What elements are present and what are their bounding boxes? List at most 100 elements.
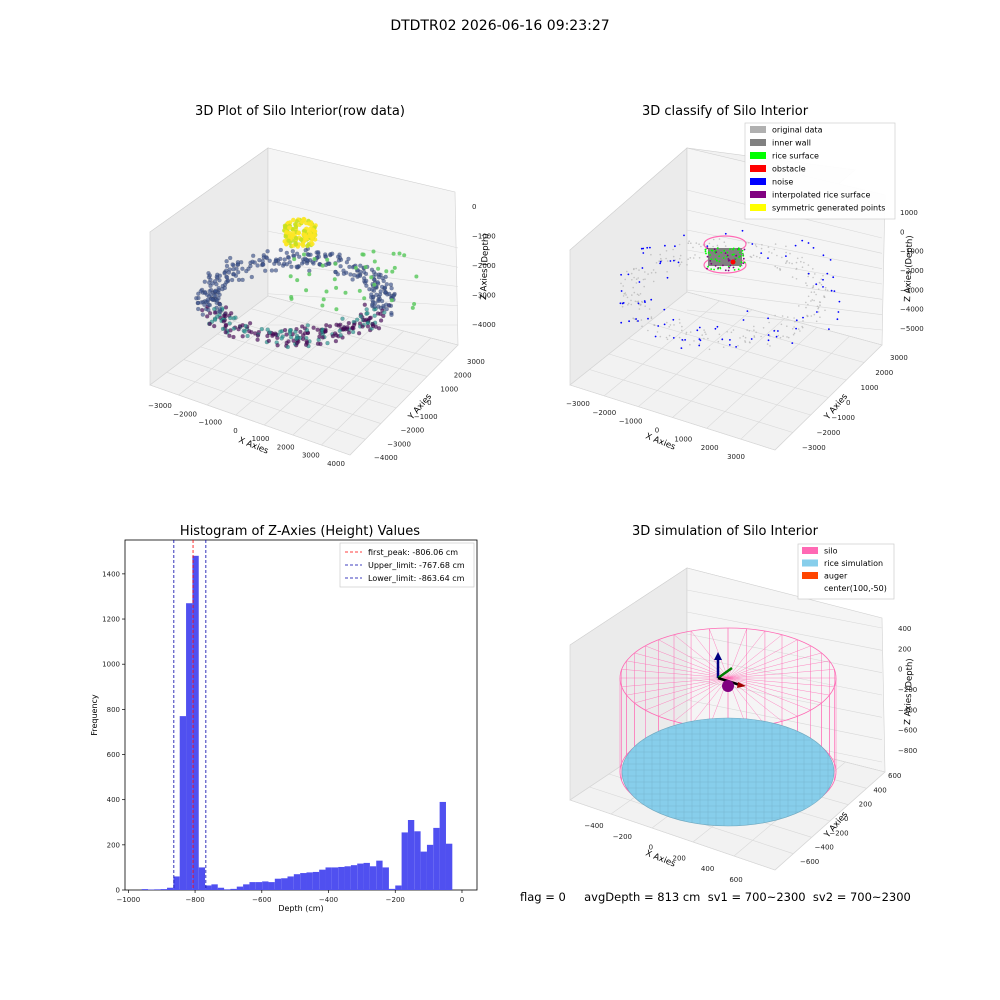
chart2-point bbox=[717, 340, 720, 343]
chart3-ylabel: Frequency bbox=[90, 694, 99, 736]
chart2-point bbox=[737, 344, 739, 347]
chart2-point bbox=[633, 318, 635, 320]
chart2-point bbox=[659, 253, 661, 256]
chart2-point bbox=[794, 244, 797, 247]
chart2-point bbox=[646, 246, 649, 249]
chart3-bar bbox=[369, 866, 377, 890]
chart1-point bbox=[333, 270, 338, 275]
chart2-point bbox=[760, 252, 763, 255]
chart2-point bbox=[650, 317, 653, 320]
chart2-point bbox=[622, 295, 625, 297]
chart2-point bbox=[652, 280, 655, 283]
chart1-point bbox=[307, 272, 312, 277]
chart4-z-tick-label: 0 bbox=[898, 666, 902, 674]
chart1-gridline bbox=[251, 308, 443, 362]
chart1-point bbox=[294, 219, 299, 224]
chart2-point bbox=[785, 261, 788, 263]
chart2-point bbox=[664, 244, 666, 247]
chart1-point bbox=[311, 325, 316, 330]
chart2-point bbox=[820, 283, 823, 286]
chart1-gridline bbox=[264, 323, 377, 426]
chart1-point bbox=[397, 251, 402, 256]
chart1-point bbox=[207, 273, 212, 278]
chart2-point bbox=[776, 267, 779, 269]
chart2-point bbox=[830, 289, 833, 292]
chart2-point bbox=[767, 334, 770, 336]
chart4-legend-swatch bbox=[802, 572, 818, 579]
chart2-point bbox=[777, 334, 780, 337]
chart2-point bbox=[807, 264, 810, 266]
chart2-gridline bbox=[686, 269, 883, 300]
chart1-point bbox=[230, 277, 235, 283]
chart2-point bbox=[713, 268, 715, 271]
chart2-point bbox=[795, 261, 798, 264]
chart2-y-tick-label: 2000 bbox=[875, 369, 893, 377]
chart1-point bbox=[300, 243, 306, 248]
chart1-point bbox=[286, 339, 291, 344]
chart4-silo-wire bbox=[727, 639, 798, 679]
chart1-point bbox=[216, 286, 221, 291]
chart2-point bbox=[707, 252, 710, 254]
chart2-point bbox=[638, 281, 641, 283]
chart2-point bbox=[679, 254, 682, 257]
chart2-point bbox=[673, 324, 675, 326]
chart2-point bbox=[789, 252, 791, 255]
figure-suptitle: DTDTR02 2026-06-16 09:23:27 bbox=[390, 18, 610, 34]
chart2-point bbox=[733, 253, 735, 256]
chart3-bar bbox=[243, 884, 250, 890]
chart1-point bbox=[389, 298, 394, 303]
chart4-silo-wire bbox=[727, 677, 822, 704]
chart2-point bbox=[752, 254, 755, 257]
chart1-point bbox=[286, 238, 291, 243]
chart1-point bbox=[295, 335, 300, 340]
chart2-point bbox=[815, 320, 818, 323]
chart1-point bbox=[351, 329, 356, 335]
chart2-point bbox=[769, 345, 771, 347]
chart1-point bbox=[350, 277, 355, 282]
chart2-y-tick-label: 0 bbox=[846, 399, 850, 407]
chart2-point bbox=[742, 319, 745, 321]
chart2-point bbox=[680, 261, 683, 264]
chart2-point bbox=[726, 331, 728, 333]
chart2-point bbox=[813, 291, 816, 293]
chart1-y-tick-label: 2000 bbox=[454, 372, 472, 380]
chart3-ytick-label: 400 bbox=[107, 796, 120, 804]
chart1-point bbox=[300, 324, 305, 329]
chart1-point bbox=[327, 324, 333, 329]
chart1-point bbox=[369, 275, 374, 280]
chart1-point bbox=[194, 296, 199, 301]
chart1-gridline bbox=[200, 346, 397, 409]
chart2-point bbox=[829, 259, 832, 261]
chart1-point bbox=[330, 334, 335, 339]
footer-stats: flag = 0 avgDepth = 813 cm sv1 = 700~230… bbox=[520, 890, 911, 904]
chart2-point bbox=[812, 276, 814, 279]
chart2-point bbox=[692, 257, 695, 259]
chart2-point bbox=[678, 336, 681, 339]
chart2-point bbox=[815, 293, 817, 296]
chart1-point bbox=[228, 328, 233, 333]
chart2-point bbox=[741, 229, 744, 232]
chart1-point bbox=[325, 257, 330, 262]
chart2-point bbox=[837, 311, 840, 313]
chart1-point bbox=[265, 333, 270, 339]
chart2-point bbox=[688, 240, 690, 242]
chart2-point bbox=[641, 300, 643, 303]
chart2-point bbox=[724, 252, 727, 255]
chart4-xlabel: X Axies bbox=[644, 849, 677, 870]
chart2-point bbox=[650, 316, 653, 318]
chart3-bar bbox=[154, 889, 161, 890]
chart3-legend-label: Lower_limit: -863.64 cm bbox=[368, 574, 465, 583]
chart2-point bbox=[638, 269, 640, 271]
chart1-point bbox=[306, 233, 312, 239]
chart1-point bbox=[360, 324, 365, 329]
chart1-point bbox=[285, 344, 290, 350]
chart2-point bbox=[801, 239, 804, 242]
chart2-point bbox=[665, 257, 667, 260]
chart3-xtick-label: −600 bbox=[252, 896, 271, 904]
chart4-y-tick-label: 600 bbox=[888, 772, 901, 780]
chart2-point bbox=[666, 338, 669, 341]
chart2-point bbox=[753, 329, 755, 332]
chart1-point bbox=[303, 248, 308, 253]
chart2-point bbox=[679, 263, 681, 266]
chart2-point bbox=[710, 268, 713, 270]
